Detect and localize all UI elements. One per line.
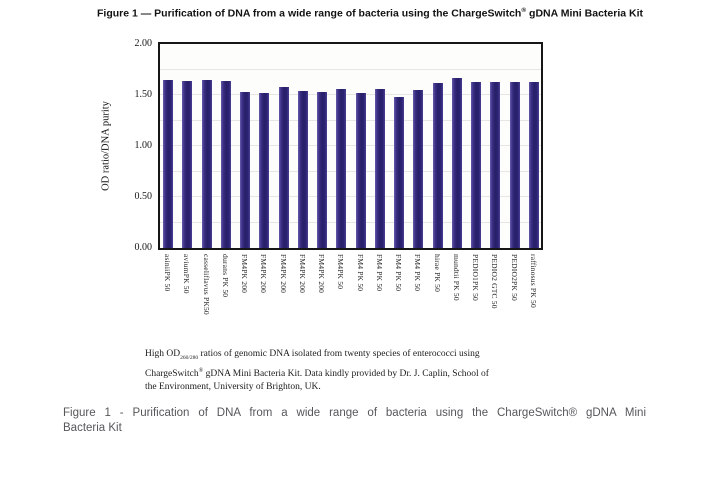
x-tick-label: raffinosus PK 50 [528,254,538,308]
bar-10-FM4PK-50 [336,88,347,248]
figure-caption-line1-rest: ratios of genomic DNA isolated from twen… [198,349,480,359]
x-tick-label: mundtii PK 50 [451,254,461,301]
bar-14-FM4-PK-50 [413,89,424,248]
plot-inner [160,44,541,248]
bar-9-FM4PK-200 [317,91,328,248]
x-tick-label: PEDIO1PK 50 [471,254,481,301]
bar-13-FM4-PK-50 [394,97,405,248]
y-tick-label: 0.50 [134,190,153,202]
y-tick-label: 0.00 [134,241,153,253]
plot-area [158,42,543,250]
x-tick-label: FM4 PK 50 [413,254,423,292]
bar-8-FM4PK-200 [297,90,308,248]
figure-caption-line2: ChargeSwitch [145,369,199,380]
bar-1-asiniiPK-50 [163,79,173,248]
x-tick-label: FM4PK 200 [317,254,327,294]
gridline [160,196,541,197]
gridline [160,170,541,172]
y-tick-label: 2.00 [134,37,153,49]
bar-12-FM4-PK-50 [374,88,385,248]
x-tick-label: PEDIO2 GTC 50 [490,254,500,309]
y-tick-label: 1.00 [134,139,153,151]
bar-6-FM4PK-200 [259,92,270,248]
bar-16-mundtii-PK-50 [451,77,462,248]
figure-title: Figure 1 — Purification of DNA from a wi… [55,7,685,20]
bar-17-PEDIO1PK-50 [471,81,482,248]
figure-caption-line2-rest: gDNA Mini Bacteria Kit. Data kindly prov… [203,369,489,380]
bar-3-casseliflavus-PK50 [201,79,212,248]
document-caption-line2: Bacteria Kit [63,422,122,434]
document-caption-line1: Figure 1 - Purification of DNA from a wi… [63,407,646,419]
bar-18-PEDIO2-GTC-50 [490,81,501,248]
bar-19-PEDIO2PK-50 [509,81,520,248]
gridline [160,119,541,121]
x-tick-label: FM4PK 200 [297,254,307,294]
x-tick-label: FM4PK 200 [278,254,288,294]
document-caption: Figure 1 - Purification of DNA from a wi… [63,406,646,436]
x-tick-label: casseliflavus PK50 [201,254,211,315]
bar-5-FM4PK-200 [240,91,251,248]
figure-title-tail: gDNA Mini Bacteria Kit [526,7,643,20]
bar-15-hirae-PK-50 [432,82,443,248]
gridline [160,68,541,70]
x-tick-label: FM4 PK 50 [394,254,404,292]
x-tick-label: FM4PK 200 [259,254,269,294]
x-tick-label: aviumPK 50 [182,254,192,294]
x-tick-label: PEDIO2PK 50 [509,254,519,301]
x-tick-label: hirae PK 50 [432,254,442,293]
bar-11-FM4-PK-50 [355,92,366,248]
x-tick-label: FM4PK 200 [240,254,250,294]
od-subscript: 260/280 [180,354,199,361]
figure-caption: High OD260/280 ratios of genomic DNA iso… [145,348,597,394]
gridline [160,221,541,223]
bar-20-raffinosus-PK-50 [528,81,539,248]
figure-caption-line1: High OD [145,349,181,359]
bar-7-FM4PK-200 [278,86,289,248]
x-tick-label: FM4 PK 50 [355,254,365,292]
gridline [160,145,541,146]
gridline [160,94,541,95]
x-tick-label: FM4PK 50 [336,254,346,290]
bar-2-aviumPK-50 [182,80,193,248]
registered-trademark-icon: ® [198,367,204,374]
bar-4-durans-PK-50 [220,80,231,248]
figure-caption-line3: the Environment, University of Brighton,… [145,382,321,393]
x-tick-label: durans PK 50 [220,254,230,298]
y-tick-label: 1.50 [134,88,153,100]
registered-trademark-icon: ® [521,7,527,14]
figure-title-text: Figure 1 — Purification of DNA from a wi… [96,7,522,20]
x-tick-label: FM4 PK 50 [374,254,384,292]
x-tick-label: asiniiPK 50 [163,254,172,292]
